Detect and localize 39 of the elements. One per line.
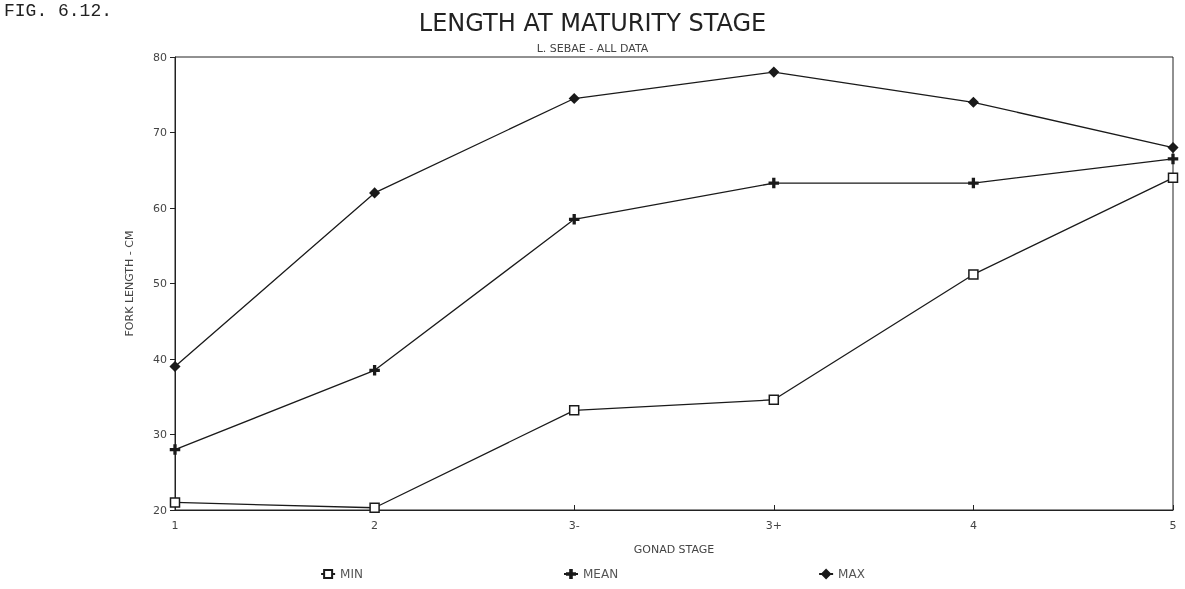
point [1167, 153, 1179, 165]
point [768, 177, 780, 189]
point [968, 269, 979, 280]
point [768, 394, 780, 406]
y-tick-label: 50 [153, 277, 167, 290]
point [768, 66, 780, 78]
point [169, 497, 181, 508]
point [169, 444, 181, 455]
x-tick-label: 3- [568, 519, 580, 532]
point [568, 405, 580, 416]
y-tick-label: 60 [153, 201, 167, 215]
x-tick-label: 3+ [765, 519, 782, 532]
x-tick-label: 2 [371, 519, 379, 532]
legend-label: MAX [838, 567, 865, 581]
point [968, 177, 979, 189]
y-tick-label: 30 [153, 428, 167, 441]
y-tick-label: 20 [153, 503, 167, 517]
legend-label: MIN [340, 567, 363, 581]
x-axis-title: GONAD STAGE [633, 543, 715, 556]
point [1167, 172, 1179, 184]
point [568, 93, 580, 104]
chart-title: LENGTH AT MATURITY STAGE [418, 9, 767, 37]
y-tick-label: 70 [153, 126, 167, 139]
y-axis-title: FORK LENGTH - CM [123, 230, 136, 337]
x-tick-label: 4 [969, 519, 977, 532]
legend-label: MEAN [582, 567, 619, 581]
point [169, 361, 181, 372]
point [1167, 142, 1179, 153]
point [968, 97, 979, 108]
x-tick-label: 5 [1169, 519, 1177, 532]
y-tick-label: 40 [153, 352, 167, 366]
chart-subtitle: L. SEBAE - ALL DATA [536, 42, 649, 55]
point [568, 214, 580, 225]
y-tick-label: 80 [153, 50, 167, 64]
caption: FIG. 6.12. [4, 1, 113, 21]
point [369, 187, 380, 199]
point [369, 365, 380, 376]
x-tick-label: 1 [171, 519, 179, 532]
point [369, 502, 380, 513]
